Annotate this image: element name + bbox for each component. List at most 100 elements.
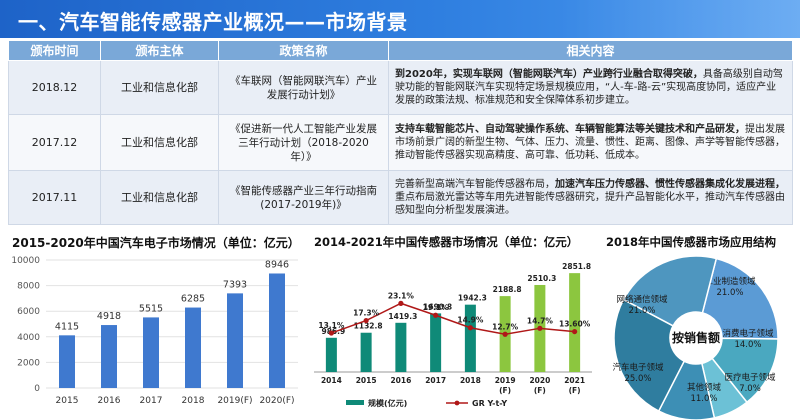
growth-point (328, 330, 334, 336)
column-header-date: 颁布时间 (8, 40, 101, 61)
table-header-row: 颁布时间 颁布主体 政策名称 相关内容 (8, 40, 793, 61)
data-label: 5515 (139, 303, 163, 314)
growth-label: 13.1% (318, 321, 345, 330)
x-tick-label: 2019 (495, 376, 516, 385)
slice-label: 其他领域 (687, 382, 722, 393)
legend-swatch-bars (346, 400, 364, 405)
growth-label: 12.7% (492, 322, 519, 331)
data-label: 7393 (223, 279, 247, 290)
slice-value: 25.0% (624, 374, 651, 384)
legend-marker (454, 400, 460, 406)
growth-point (502, 331, 508, 337)
data-label: 1942.3 (458, 294, 487, 303)
legend-label: GR Y-t-Y (472, 399, 507, 408)
slice-value: 21.0% (716, 288, 743, 298)
bar (269, 273, 285, 388)
x-tick-label: (F) (534, 386, 546, 395)
cell-content: 到2020年，实现车联网（智能网联汽车）产业跨行业融合取得突破，具备高级别自动驾… (388, 60, 793, 115)
cell-org: 工业和信息化部 (100, 114, 219, 171)
table-row: 2018.12 工业和信息化部 《车联网（智能网联汽车）产业发展行动计划》 到2… (8, 60, 793, 115)
x-tick-label: 2015 (356, 376, 377, 385)
bar (430, 313, 442, 372)
y-tick-label: 8000 (17, 282, 40, 292)
slice-label: 医疗电子领域 (724, 372, 776, 383)
bar (101, 325, 117, 388)
cell-org: 工业和信息化部 (100, 60, 219, 115)
pie-slice (613, 298, 686, 413)
growth-label: 23.1% (388, 291, 415, 300)
slice-value: 21.0% (628, 306, 655, 316)
content-text: 重点布局激光雷达等车用先进智能传感器研究，提升产品智能化水平，推动汽车传感器由感… (395, 192, 785, 216)
column-header-name: 政策名称 (218, 40, 389, 61)
growth-point (467, 325, 473, 331)
x-tick-label: 2018 (460, 376, 481, 385)
growth-point (572, 328, 578, 335)
x-tick-label: 2016 (98, 396, 121, 406)
x-tick-label: 2014 (321, 376, 342, 385)
data-label: 2510.3 (527, 274, 556, 283)
cell-date: 2017.11 (8, 170, 101, 225)
cell-policy-name: 《智能传感器产业三年行动指南(2017-2019年)》 (218, 170, 389, 225)
data-label: 986.9 (322, 327, 346, 336)
chart-title-application-structure: 2018年中国传感器市场应用结构 (606, 235, 777, 249)
cell-org: 工业和信息化部 (100, 170, 219, 225)
data-label: 6285 (181, 294, 205, 305)
auto-electronics-bar-chart: 0 2000 4000 6000 8000 10000 4115 2015 4918 2016 55… (11, 256, 298, 406)
cell-date: 2017.12 (8, 114, 101, 171)
data-label: 1419.3 (388, 312, 417, 321)
cell-date: 2018.12 (8, 60, 101, 115)
x-tick-label: 2019(F) (217, 396, 252, 406)
header-banner: 一、汽车智能传感器产业概况——市场背景 (0, 0, 800, 38)
legend-label: 规模(亿元) (368, 398, 407, 408)
pie-slice (622, 255, 718, 327)
bar (227, 293, 243, 388)
cell-content: 完善新型高端汽车智能传感器布局，加速汽车压力传感器、惯性传感器集成化发展进程， 重… (388, 170, 793, 225)
x-tick-label: (F) (569, 386, 581, 395)
content-text: 完善新型高端汽车智能传感器布局， (395, 179, 555, 190)
column-header-content: 相关内容 (388, 40, 793, 61)
data-label: 4918 (97, 311, 121, 322)
growth-point (363, 317, 369, 324)
x-tick-label: 2017 (425, 376, 446, 385)
growth-label: 19.1% (423, 303, 450, 312)
data-label: 1132.8 (354, 322, 383, 331)
bar (325, 337, 337, 372)
slice-label: 网络通信领域 (616, 294, 668, 305)
growth-point (433, 312, 439, 318)
x-tick-label: (F) (499, 386, 511, 395)
slice-label: 工业制造领域 (704, 276, 756, 287)
x-tick-label: 2021 (564, 376, 585, 385)
content-highlight: 到2020年，实现车联网（智能网联汽车）产业跨行业融合取得突破， (395, 69, 703, 80)
banner-accent (560, 0, 800, 38)
table-row: 2017.11 工业和信息化部 《智能传感器产业三年行动指南(2017-2019… (8, 170, 793, 225)
data-label: 4115 (55, 321, 79, 332)
slice-value: 11.0% (690, 394, 717, 404)
sensor-market-combo-chart: 986.9 2014 1132.8 2015 1419.3 2016 1690.8 2017 1… (314, 262, 592, 408)
x-tick-label: 2017 (140, 396, 163, 406)
column-header-org: 颁布主体 (100, 40, 219, 61)
y-tick-label: 4000 (17, 333, 40, 343)
growth-line (331, 302, 575, 336)
x-tick-label: 2018 (182, 396, 205, 406)
x-tick-label: 2015 (56, 396, 79, 406)
data-label: 1690.8 (423, 302, 452, 311)
bar (464, 304, 476, 372)
growth-label: 17.3% (353, 309, 380, 318)
slice-value: 7.0% (739, 384, 761, 394)
data-label: 2188.8 (493, 285, 522, 294)
donut-hole (671, 313, 721, 363)
x-tick-label: 2016 (390, 376, 411, 385)
policy-table: 颁布时间 颁布主体 政策名称 相关内容 2018.12 工业和信息化部 《车联网… (8, 40, 793, 225)
slice-label: 汽车电子领域 (612, 362, 664, 373)
bar (185, 307, 201, 388)
chart-title-sensor-market: 2014-2021年中国传感器市场情况（单位：亿元） (314, 235, 579, 249)
growth-label: 14.9% (457, 316, 484, 325)
growth-point (398, 300, 404, 306)
growth-point (537, 325, 543, 331)
content-text: 提出发展市场前景广阔的新型生物、气体、压力、流量、惯性、距离、图像、声学等智能传… (395, 124, 785, 161)
center-label: 按销售额 (672, 330, 720, 345)
bar (569, 273, 581, 372)
cell-policy-name: 《车联网（智能网联汽车）产业发展行动计划》 (218, 60, 389, 115)
y-tick-label: 0 (34, 384, 40, 394)
growth-label: 13.60% (559, 320, 591, 329)
